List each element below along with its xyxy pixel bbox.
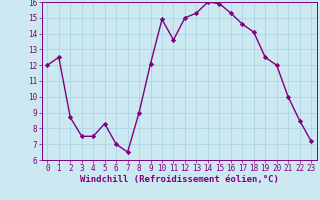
X-axis label: Windchill (Refroidissement éolien,°C): Windchill (Refroidissement éolien,°C) [80,175,279,184]
